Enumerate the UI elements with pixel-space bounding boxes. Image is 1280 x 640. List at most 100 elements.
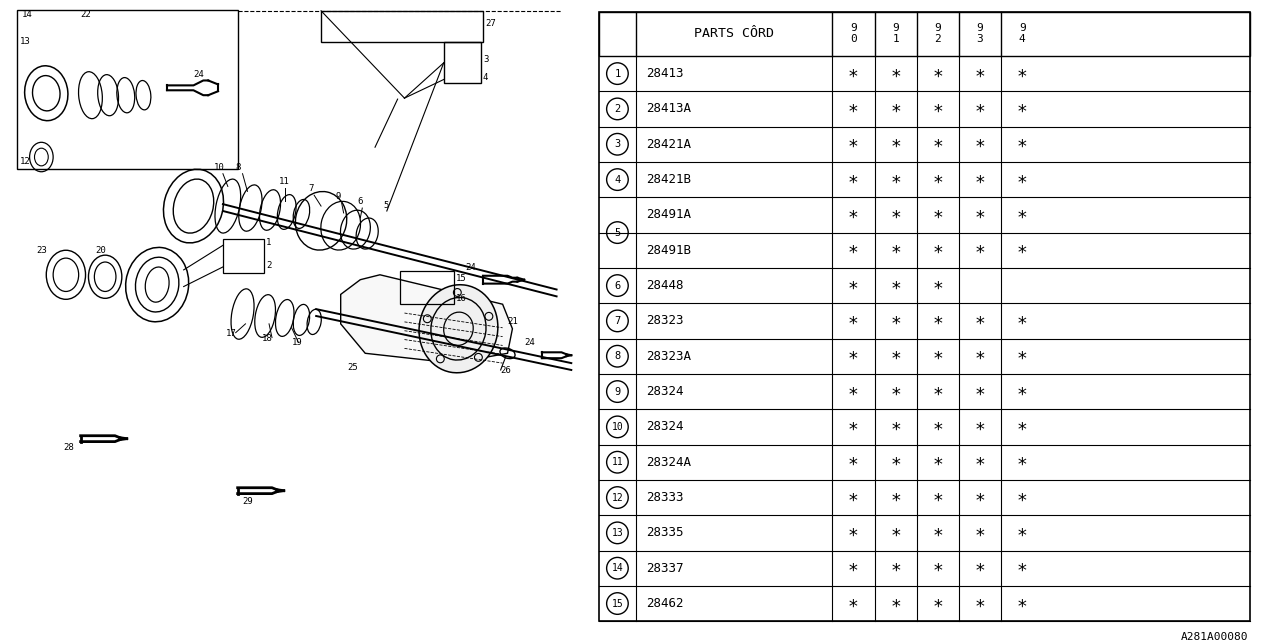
Text: ∗: ∗: [932, 453, 943, 471]
Text: 17: 17: [225, 328, 237, 338]
Text: 28323: 28323: [646, 314, 684, 328]
Text: ∗: ∗: [974, 312, 986, 330]
Text: ∗: ∗: [1016, 241, 1028, 259]
Text: ∗: ∗: [890, 171, 901, 189]
Text: ∗: ∗: [849, 171, 859, 189]
Bar: [223, 239, 264, 273]
Text: 28337: 28337: [646, 562, 684, 575]
Polygon shape: [340, 275, 512, 363]
Text: 13: 13: [19, 37, 31, 46]
Text: 28335: 28335: [646, 526, 684, 540]
Text: ∗: ∗: [890, 418, 901, 436]
Text: ∗: ∗: [974, 383, 986, 401]
Text: 9
2: 9 2: [934, 24, 941, 44]
Text: ∗: ∗: [890, 206, 901, 224]
Text: ∗: ∗: [974, 348, 986, 365]
Text: 28324: 28324: [646, 420, 684, 433]
Text: ∗: ∗: [890, 65, 901, 83]
Text: 1: 1: [614, 68, 621, 79]
Text: 13: 13: [612, 528, 623, 538]
Text: 28491B: 28491B: [646, 244, 691, 257]
Text: 28421B: 28421B: [646, 173, 691, 186]
Text: ∗: ∗: [974, 171, 986, 189]
Text: 29: 29: [242, 497, 253, 506]
Text: 8: 8: [614, 351, 621, 361]
Text: 4: 4: [483, 74, 489, 83]
Text: 6: 6: [614, 280, 621, 291]
Text: 9
1: 9 1: [892, 24, 899, 44]
Text: 12: 12: [612, 493, 623, 502]
Text: ∗: ∗: [1016, 418, 1028, 436]
Text: 19: 19: [292, 339, 302, 348]
Text: ∗: ∗: [932, 595, 943, 612]
Text: ∗: ∗: [1016, 559, 1028, 577]
Text: ∗: ∗: [932, 65, 943, 83]
Text: 11: 11: [279, 177, 289, 186]
Text: ∗: ∗: [932, 171, 943, 189]
Text: ∗: ∗: [849, 383, 859, 401]
Text: ∗: ∗: [849, 312, 859, 330]
Text: 11: 11: [612, 457, 623, 467]
Text: ∗: ∗: [890, 524, 901, 542]
Text: ∗: ∗: [849, 488, 859, 506]
Text: 10: 10: [214, 163, 225, 172]
Text: 3: 3: [483, 55, 489, 64]
Ellipse shape: [419, 285, 498, 372]
Text: 9
3: 9 3: [977, 24, 983, 44]
Bar: [599, 12, 1251, 621]
Text: 28324A: 28324A: [646, 456, 691, 468]
Text: ∗: ∗: [1016, 383, 1028, 401]
Text: ∗: ∗: [932, 100, 943, 118]
Text: ∗: ∗: [1016, 453, 1028, 471]
Text: ∗: ∗: [890, 595, 901, 612]
Text: ∗: ∗: [1016, 135, 1028, 153]
Bar: [599, 12, 1251, 56]
Text: 22: 22: [81, 10, 91, 19]
Text: ∗: ∗: [890, 312, 901, 330]
Text: 1: 1: [266, 238, 271, 247]
Text: ∗: ∗: [1016, 65, 1028, 83]
Bar: [399, 271, 453, 304]
Text: 28462: 28462: [646, 597, 684, 610]
Text: ∗: ∗: [849, 65, 859, 83]
Text: ∗: ∗: [890, 559, 901, 577]
Text: ∗: ∗: [974, 453, 986, 471]
Text: 9
4: 9 4: [1019, 24, 1025, 44]
Text: 28: 28: [63, 444, 74, 452]
Text: ∗: ∗: [849, 100, 859, 118]
Text: 7: 7: [614, 316, 621, 326]
Text: 10: 10: [612, 422, 623, 432]
Text: ∗: ∗: [890, 383, 901, 401]
Text: 24: 24: [525, 339, 535, 348]
Text: ∗: ∗: [974, 65, 986, 83]
Text: 15: 15: [612, 598, 623, 609]
Text: 24: 24: [193, 70, 205, 79]
Text: ∗: ∗: [932, 488, 943, 506]
Text: PARTS CÔRD: PARTS CÔRD: [694, 28, 774, 40]
Text: 28324: 28324: [646, 385, 684, 398]
Text: ∗: ∗: [890, 453, 901, 471]
Text: ∗: ∗: [974, 418, 986, 436]
Text: 26: 26: [500, 366, 512, 375]
Text: 15: 15: [456, 274, 466, 283]
Text: A281A00080: A281A00080: [1181, 632, 1248, 640]
Text: ∗: ∗: [932, 135, 943, 153]
Text: 28421A: 28421A: [646, 138, 691, 151]
Text: 2: 2: [614, 104, 621, 114]
Text: ∗: ∗: [932, 559, 943, 577]
Text: ∗: ∗: [849, 241, 859, 259]
Text: ∗: ∗: [974, 595, 986, 612]
Text: ∗: ∗: [932, 206, 943, 224]
Text: ∗: ∗: [1016, 171, 1028, 189]
Text: ∗: ∗: [1016, 206, 1028, 224]
Text: ∗: ∗: [974, 135, 986, 153]
Text: 25: 25: [348, 363, 358, 372]
Text: ∗: ∗: [932, 383, 943, 401]
Text: ∗: ∗: [932, 348, 943, 365]
Text: 18: 18: [262, 333, 273, 342]
Text: ∗: ∗: [1016, 595, 1028, 612]
Text: 23: 23: [36, 246, 47, 255]
Text: ∗: ∗: [849, 595, 859, 612]
Text: ∗: ∗: [890, 348, 901, 365]
Text: ∗: ∗: [849, 559, 859, 577]
